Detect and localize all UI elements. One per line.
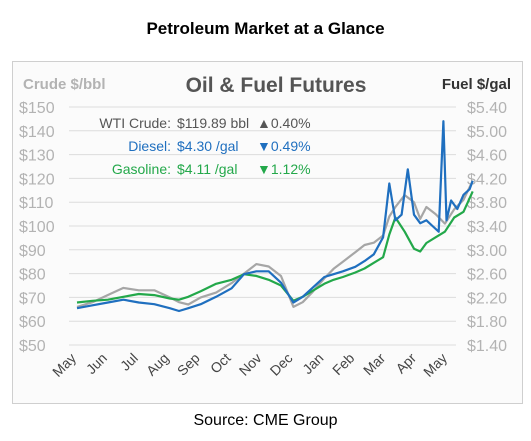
chart-title: Oil & Fuel Futures xyxy=(186,74,367,97)
x-tick-label: Feb xyxy=(329,350,358,379)
right-tick-label: $1.40 xyxy=(467,338,507,355)
right-tick-label: $2.20 xyxy=(467,290,507,307)
left-tick-label: $110 xyxy=(19,195,54,212)
legend-change: ▲0.40% xyxy=(257,115,311,131)
legend-change: ▼0.49% xyxy=(257,138,311,154)
left-tick-label: $150 xyxy=(19,100,55,117)
chart-frame: Crude $/bbl Oil & Fuel Futures Fuel $/ga… xyxy=(12,61,523,404)
x-tick-label: Jul xyxy=(117,350,141,374)
x-tick-label: Jan xyxy=(299,350,326,377)
source-note: Source: CME Group xyxy=(193,412,338,429)
diesel-line xyxy=(76,120,474,313)
left-axis-label: Crude $/bbl xyxy=(23,76,106,93)
x-tick-label: Apr xyxy=(392,350,419,377)
x-tick-label: Nov xyxy=(236,350,265,379)
legend-name: Gasoline: xyxy=(112,161,171,177)
wti-crude-line xyxy=(76,180,474,308)
x-tick-label: Oct xyxy=(207,350,234,377)
x-tick-label: Jun xyxy=(83,350,110,377)
x-tick-label: Sep xyxy=(174,350,203,379)
gasoline-line xyxy=(76,190,474,304)
x-axis-ticks: May Jun Jul Aug Sep Oct Nov Dec Jan Feb Mar Apr May xyxy=(49,350,450,380)
left-tick-label: $140 xyxy=(19,124,55,141)
right-tick-label: $3.00 xyxy=(467,243,507,260)
oil-fuel-chart: Crude $/bbl Oil & Fuel Futures Fuel $/ga… xyxy=(19,74,511,380)
page-heading: Petroleum Market at a Glance xyxy=(146,19,385,38)
right-tick-label: $3.80 xyxy=(467,195,507,212)
legend-name: WTI Crude: xyxy=(99,115,171,131)
left-tick-label: $50 xyxy=(19,338,46,355)
x-tick-label: May xyxy=(420,350,450,380)
legend: WTI Crude: $119.89 bbl ▲0.40% Diesel: $4.30 … xyxy=(99,115,310,177)
left-tick-label: $70 xyxy=(19,290,46,307)
right-tick-label: $4.60 xyxy=(467,148,507,165)
left-tick-label: $100 xyxy=(19,219,55,236)
legend-change: ▼1.12% xyxy=(257,161,311,177)
right-tick-label: $4.20 xyxy=(467,171,507,188)
right-axis-label: Fuel $/gal xyxy=(442,76,511,93)
left-tick-label: $80 xyxy=(19,267,46,284)
left-tick-label: $90 xyxy=(19,243,46,260)
x-tick-label: Mar xyxy=(360,350,389,379)
x-tick-label: Dec xyxy=(267,350,296,379)
legend-value: $119.89 bbl xyxy=(177,115,249,131)
legend-value: $4.30 /gal xyxy=(177,138,239,154)
left-axis-ticks: $150 $140 $130 $120 $110 $100 $90 $80 $70 $60 $50 xyxy=(19,100,55,355)
gridlines xyxy=(69,106,456,346)
right-tick-label: $5.00 xyxy=(467,124,507,141)
left-tick-label: $120 xyxy=(19,171,55,188)
right-axis-ticks: $5.40 $5.00 $4.60 $4.20 $3.80 $3.40 $3.00 $2.60… xyxy=(467,100,507,355)
left-tick-label: $130 xyxy=(19,148,55,165)
right-tick-label: $1.80 xyxy=(467,314,507,331)
legend-value: $4.11 /gal xyxy=(177,161,237,177)
x-tick-label: Aug xyxy=(143,350,172,379)
right-tick-label: $2.60 xyxy=(467,267,507,284)
series-lines xyxy=(76,120,474,313)
right-tick-label: $5.40 xyxy=(467,100,507,117)
legend-name: Diesel: xyxy=(128,138,171,154)
right-tick-label: $3.40 xyxy=(467,219,507,236)
left-tick-label: $60 xyxy=(19,314,46,331)
x-tick-label: May xyxy=(49,350,79,380)
